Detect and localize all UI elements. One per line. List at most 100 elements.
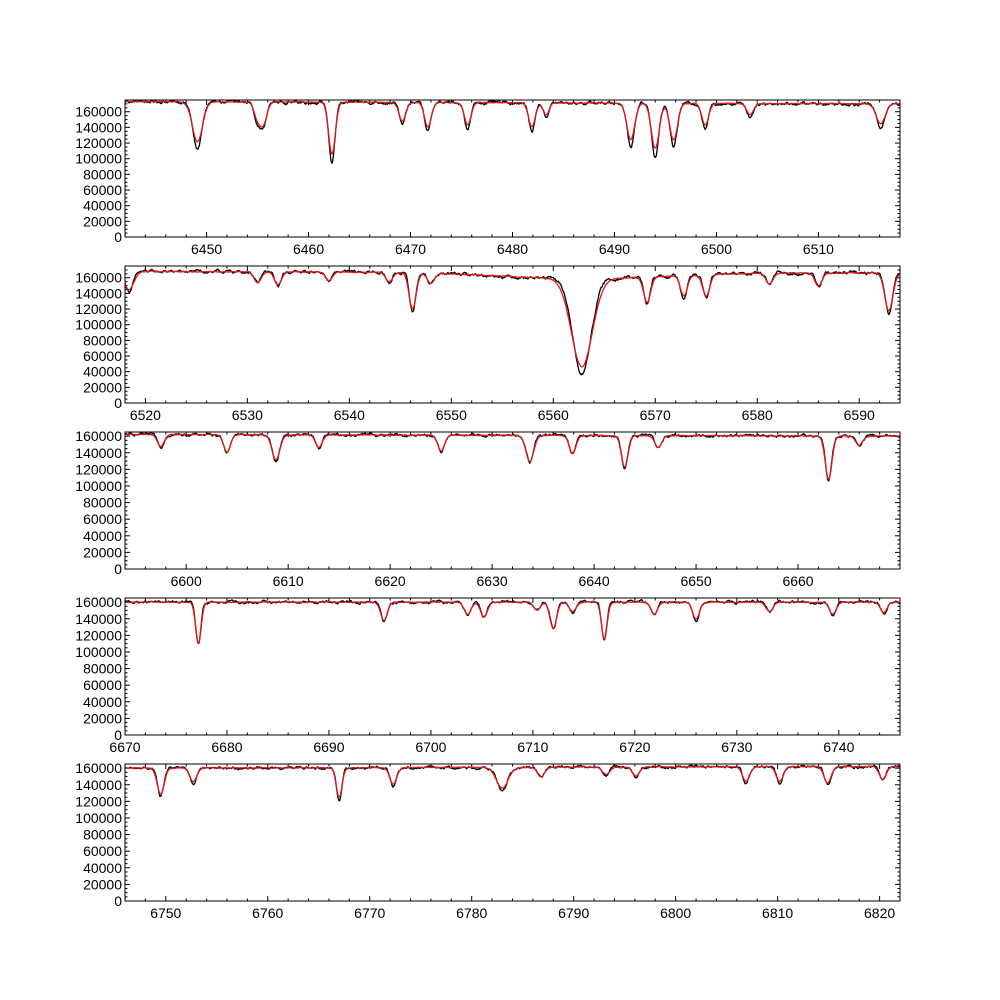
y-tick-label: 120000 xyxy=(75,301,122,317)
x-tick-label: 6670 xyxy=(109,739,140,755)
x-tick-label: 6530 xyxy=(232,407,263,423)
y-tick-label: 120000 xyxy=(75,627,122,643)
y-tick-label: 0 xyxy=(114,229,122,245)
plot-frame xyxy=(124,597,901,736)
panels: 6450 6460 6470 6480 6490 6500 6510020000400006… xyxy=(75,99,901,921)
x-tick-label: 6810 xyxy=(762,905,793,921)
x-tick-label: 6800 xyxy=(660,905,691,921)
model-spectrum-line xyxy=(125,100,900,155)
x-tick-label: 6750 xyxy=(150,905,181,921)
x-tick-label: 6760 xyxy=(252,905,283,921)
panel-5: 6750 6760 6770 6780 6790 6800 6810 6820 02000040… xyxy=(75,760,901,921)
y-tick-label: 100000 xyxy=(75,644,122,660)
x-tick-label: 6620 xyxy=(375,573,406,589)
x-tick-label: 6500 xyxy=(701,241,732,257)
y-tick-label: 40000 xyxy=(83,694,122,710)
y-tick-label: 160000 xyxy=(75,428,122,444)
y-tick-label: 80000 xyxy=(83,495,122,511)
y-tick-label: 100000 xyxy=(75,151,122,167)
y-tick-label: 140000 xyxy=(75,445,122,461)
y-tick-label: 140000 xyxy=(75,611,122,627)
x-tick-label: 6580 xyxy=(742,407,773,423)
y-tick-label: 40000 xyxy=(83,198,122,214)
y-tick-label: 160000 xyxy=(75,270,122,286)
y-tick-label: 140000 xyxy=(75,119,122,135)
y-tick-label: 80000 xyxy=(83,166,122,182)
x-tick-label: 6480 xyxy=(497,241,528,257)
panel-3: 6600 6610 6620 6630 6640 6650 6660 020000400006… xyxy=(75,428,901,589)
x-tick-label: 6600 xyxy=(171,573,202,589)
model-spectrum-line xyxy=(125,433,900,480)
y-tick-label: 160000 xyxy=(75,594,122,610)
x-tick-label: 6770 xyxy=(354,905,385,921)
y-tick-label: 40000 xyxy=(83,528,122,544)
y-tick-label: 0 xyxy=(114,395,122,411)
plot-frame xyxy=(124,99,901,238)
x-tick-label: 6460 xyxy=(293,241,324,257)
y-tick-label: 140000 xyxy=(75,285,122,301)
x-tick-label: 6640 xyxy=(579,573,610,589)
y-tick-label: 160000 xyxy=(75,104,122,120)
model-spectrum-line xyxy=(125,600,900,645)
model-spectrum-line xyxy=(125,270,900,368)
plot-frame xyxy=(124,431,901,570)
y-tick-label: 60000 xyxy=(83,843,122,859)
y-tick-label: 60000 xyxy=(83,511,122,527)
panel-1: 6450 6460 6470 6480 6490 6500 6510 020000400006… xyxy=(75,99,901,257)
y-tick-label: 20000 xyxy=(83,213,122,229)
x-tick-label: 6490 xyxy=(599,241,630,257)
y-tick-label: 60000 xyxy=(83,182,122,198)
x-tick-label: 6570 xyxy=(640,407,671,423)
x-tick-label: 6450 xyxy=(191,241,222,257)
x-tick-label: 6520 xyxy=(130,407,161,423)
y-tick-label: 60000 xyxy=(83,677,122,693)
y-tick-label: 20000 xyxy=(83,544,122,560)
plot-frame xyxy=(124,763,901,902)
y-tick-label: 0 xyxy=(114,561,122,577)
y-tick-label: 0 xyxy=(114,893,122,909)
y-tick-label: 60000 xyxy=(83,348,122,364)
y-tick-label: 40000 xyxy=(83,364,122,380)
y-tick-label: 120000 xyxy=(75,793,122,809)
x-tick-label: 6700 xyxy=(415,739,446,755)
y-tick-label: 20000 xyxy=(83,379,122,395)
x-tick-label: 6630 xyxy=(477,573,508,589)
x-tick-label: 6590 xyxy=(844,407,875,423)
x-tick-label: 6610 xyxy=(273,573,304,589)
x-tick-label: 6730 xyxy=(721,739,752,755)
y-tick-label: 160000 xyxy=(75,760,122,776)
x-tick-label: 6820 xyxy=(864,905,895,921)
x-tick-label: 6560 xyxy=(538,407,569,423)
x-tick-label: 6690 xyxy=(313,739,344,755)
y-tick-label: 0 xyxy=(114,727,122,743)
y-tick-label: 100000 xyxy=(75,478,122,494)
y-tick-label: 120000 xyxy=(75,461,122,477)
model-spectrum-line xyxy=(125,765,900,798)
x-tick-label: 6740 xyxy=(823,739,854,755)
x-tick-label: 6790 xyxy=(558,905,589,921)
y-tick-label: 80000 xyxy=(83,827,122,843)
y-tick-label: 140000 xyxy=(75,777,122,793)
panel-2: 6520 6530 6540 6550 6560 6570 6580 6590 02000040… xyxy=(75,265,901,423)
x-tick-label: 6550 xyxy=(436,407,467,423)
x-tick-label: 6470 xyxy=(395,241,426,257)
x-tick-label: 6660 xyxy=(782,573,813,589)
y-tick-label: 100000 xyxy=(75,317,122,333)
y-tick-label: 80000 xyxy=(83,661,122,677)
y-tick-label: 20000 xyxy=(83,710,122,726)
y-tick-label: 80000 xyxy=(83,332,122,348)
x-tick-label: 6540 xyxy=(334,407,365,423)
y-tick-label: 40000 xyxy=(83,860,122,876)
x-tick-label: 6510 xyxy=(803,241,834,257)
y-tick-label: 20000 xyxy=(83,876,122,892)
x-tick-label: 6720 xyxy=(619,739,650,755)
y-tick-label: 100000 xyxy=(75,810,122,826)
x-tick-label: 6710 xyxy=(517,739,548,755)
x-tick-label: 6650 xyxy=(680,573,711,589)
x-tick-label: 6680 xyxy=(211,739,242,755)
panel-4: 6670 6680 6690 6700 6710 6720 6730 6740 02000040… xyxy=(75,594,901,755)
x-tick-label: 6780 xyxy=(456,905,487,921)
plot-frame xyxy=(124,265,901,404)
